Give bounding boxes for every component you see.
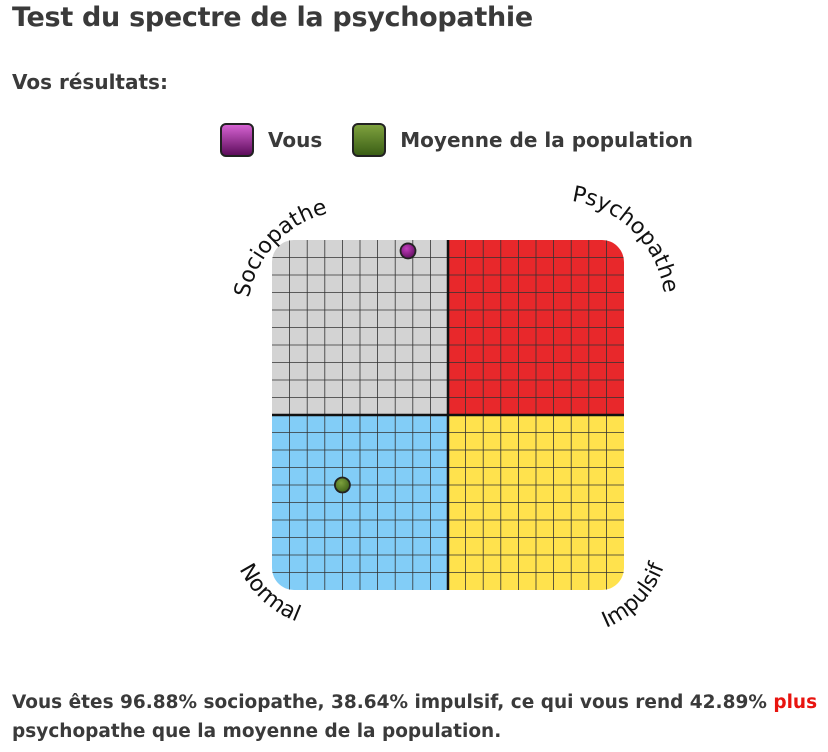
legend-label-you: Vous (268, 128, 323, 152)
legend-label-average: Moyenne de la population (400, 128, 694, 152)
result-highlight: plus (773, 692, 818, 713)
chart-legend: Vous Moyenne de la population (220, 120, 723, 160)
result-summary: Vous êtes 96.88% sociopathe, 38.64% impu… (12, 688, 822, 746)
data-point-average (333, 476, 351, 494)
results-heading: Vos résultats: (12, 70, 168, 94)
result-text-part1: Vous êtes 96.88% sociopathe, 38.64% impu… (12, 692, 767, 713)
legend-swatch-you (220, 123, 254, 157)
legend-swatch-average (352, 123, 387, 157)
data-point-you (399, 242, 417, 260)
page-title: Test du spectre de la psychopathie (12, 2, 533, 33)
legend-item-average: Moyenne de la population (352, 123, 693, 157)
result-text-part2: psychopathe que la moyenne de la populat… (12, 721, 502, 742)
psychopathy-quadrant-chart: Sociopathe Psychopathe Normal Impulsif (230, 182, 683, 633)
legend-item-you: Vous (220, 123, 322, 157)
